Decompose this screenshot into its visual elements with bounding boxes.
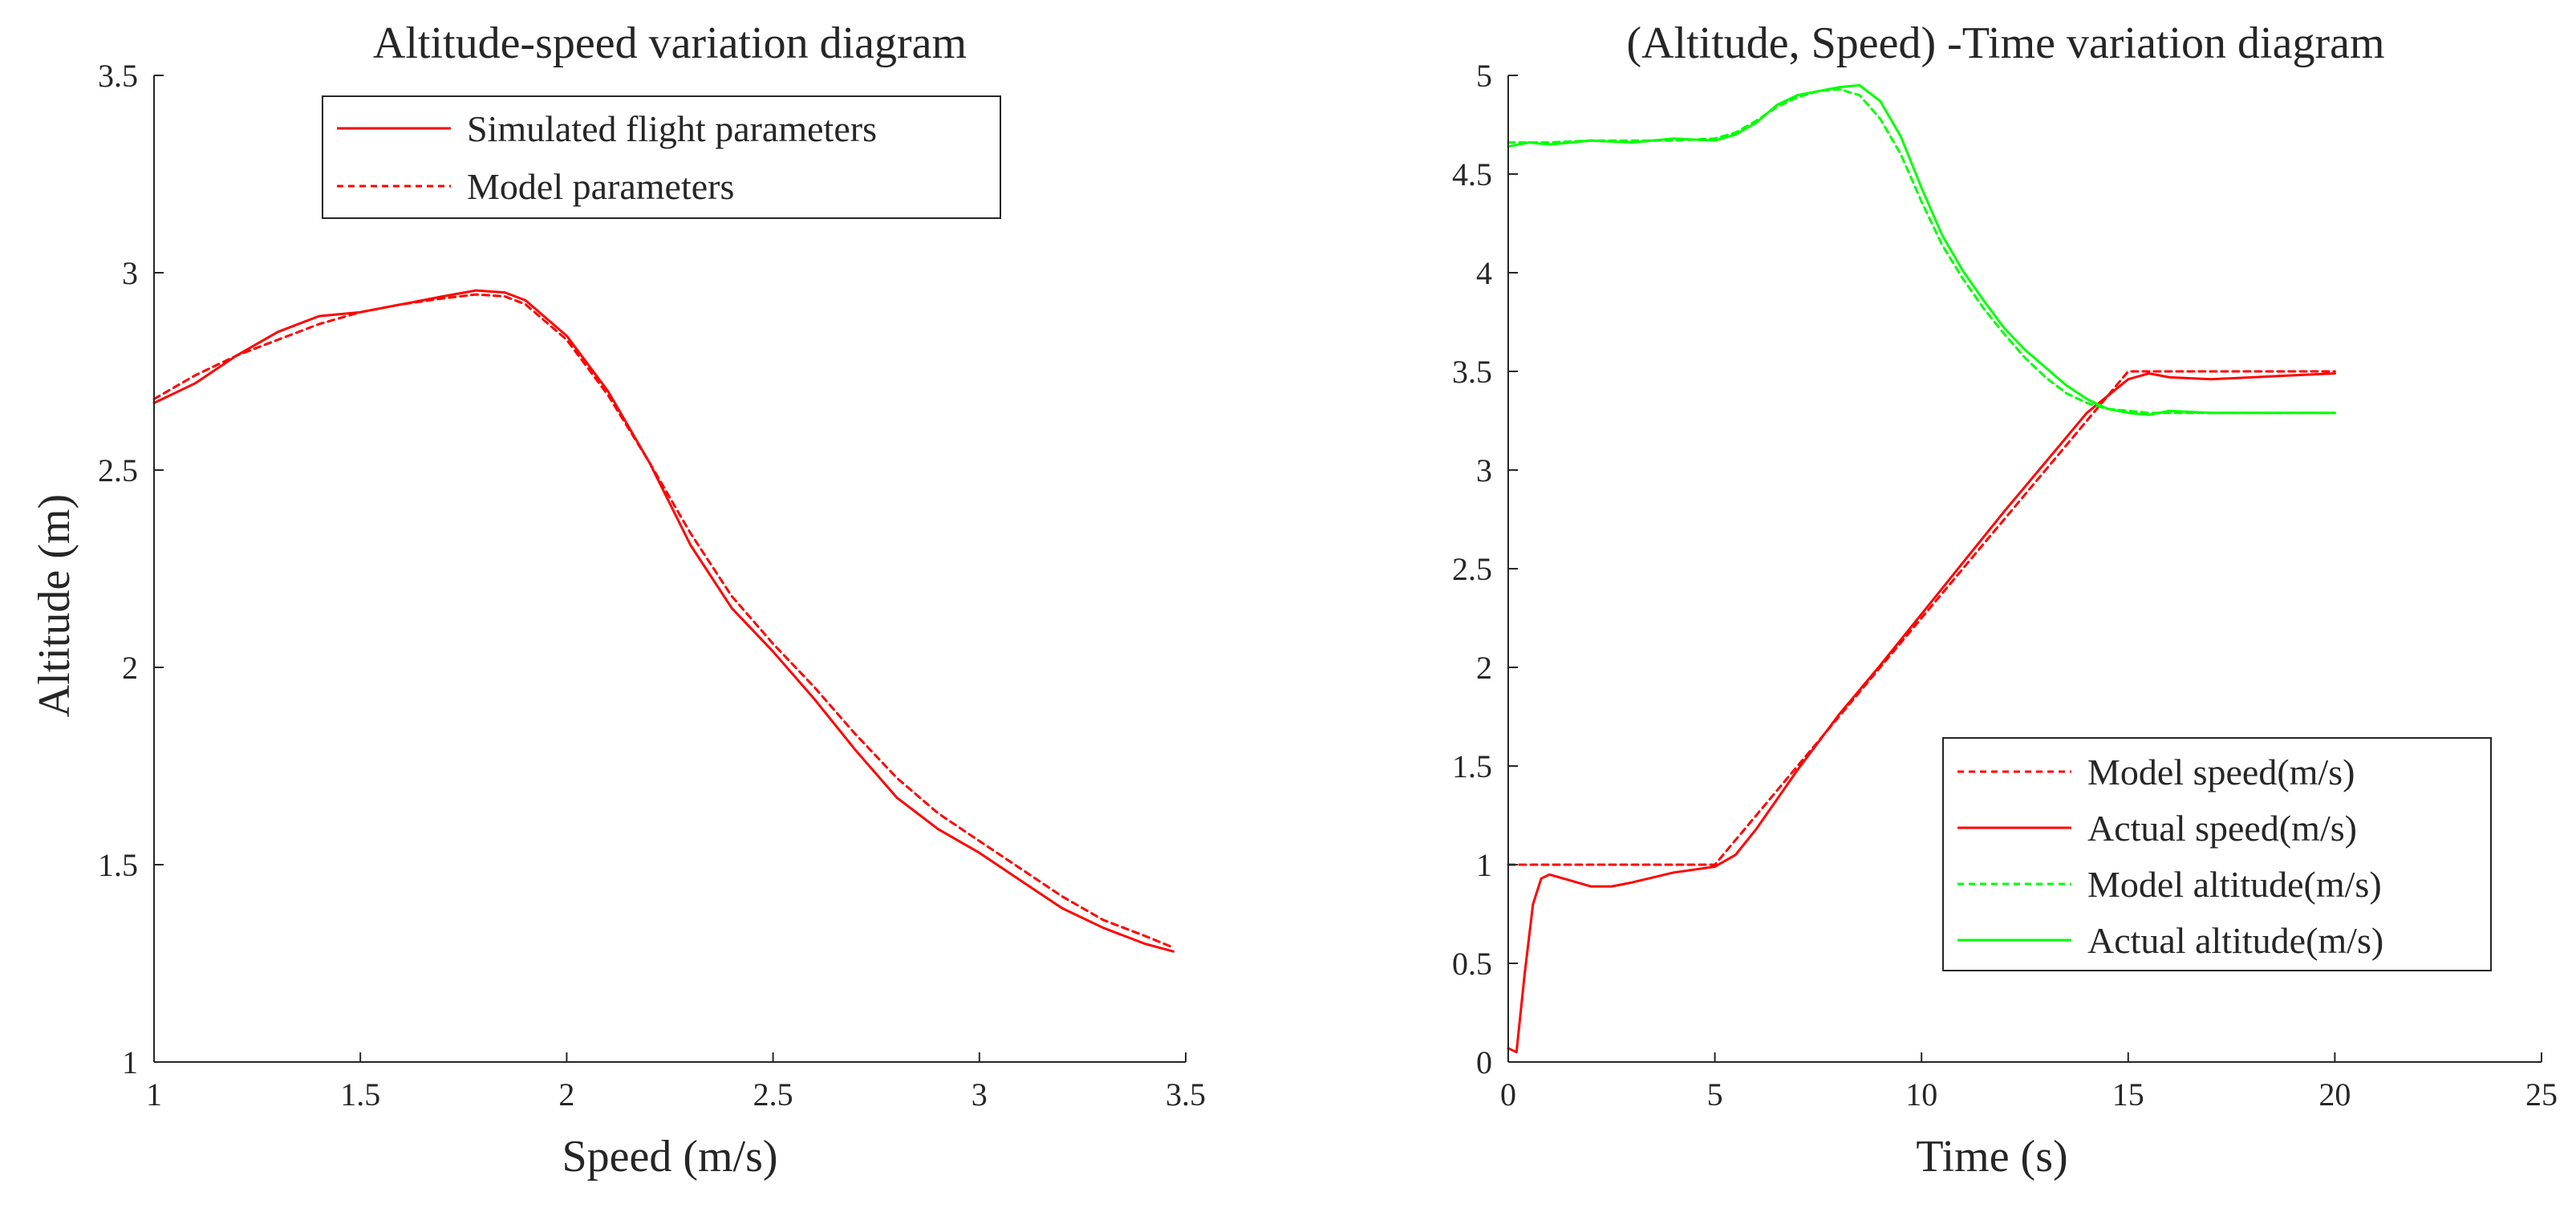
right-chart-y-tick-label: 1: [1476, 847, 1492, 883]
right-chart-x-tick-label: 20: [2318, 1076, 2351, 1113]
right-chart-title: (Altitude, Speed) -Time variation diagra…: [1626, 18, 2384, 68]
right-chart-x-tick-label: 0: [1500, 1076, 1516, 1113]
series-line-model-speed-m-s: [1507, 370, 2336, 866]
series-line-model-parameters: [152, 293, 1175, 949]
left-chart-y-tick-label: 3: [122, 255, 138, 291]
right-chart-y-tick-label: 2.5: [1452, 551, 1492, 587]
right-chart-y-tick-label: 4: [1476, 255, 1492, 291]
right-chart-y-tick-label: 2: [1476, 650, 1492, 686]
right-chart-y-tick-label: 3: [1476, 452, 1492, 488]
series-line-simulated-flight-parameters: [152, 289, 1175, 953]
left-chart-x-tick-label: 1.5: [340, 1076, 380, 1113]
left-chart-x-tick-label: 1: [146, 1076, 162, 1113]
legend-label-model-parameters: Model parameters: [467, 166, 734, 207]
left-chart-y-tick-label: 2.5: [98, 452, 138, 488]
left-chart-x-tick-label: 2.5: [753, 1076, 793, 1113]
right-chart-x-tick-label: 15: [2112, 1076, 2144, 1113]
right-chart-x-axis-label: Time (s): [1916, 1132, 2067, 1182]
left-chart-y-tick-label: 2: [122, 650, 138, 686]
right-chart-y-tick-label: 0.5: [1452, 946, 1492, 982]
left-chart-legend-box: [322, 95, 1001, 219]
left-chart-y-tick-label: 1: [122, 1044, 138, 1080]
legend-label-simulated-flight-parameters: Simulated flight parameters: [467, 108, 877, 149]
legend-label-actual-altitude: Actual altitude(m/s): [2087, 920, 2383, 961]
left-chart-title: Altitude-speed variation diagram: [373, 18, 967, 68]
left-chart-x-axis-label: Speed (m/s): [562, 1132, 777, 1182]
left-chart-y-tick-label: 3.5: [98, 58, 138, 94]
right-chart-y-tick-label: 4.5: [1452, 156, 1492, 193]
right-chart-x-tick-label: 25: [2525, 1076, 2558, 1113]
series-line-actual-altitude-m-s: [1507, 83, 2336, 416]
series-line-model-altitude-m-s: [1507, 87, 2336, 415]
right-chart-x-tick-label: 5: [1707, 1076, 1723, 1113]
right-chart-y-tick-label: 1.5: [1452, 748, 1492, 784]
left-chart-legend: Simulated flight parameters Model parame…: [322, 95, 1001, 219]
right-chart-legend-box: [1942, 737, 2492, 971]
left-chart: 1 1.5 2 2.5 3 3.5 1 1.5 2 2.5 3 3.5 Altitude-speed …: [30, 18, 1206, 1182]
right-chart-y-tick-label: 3.5: [1452, 354, 1492, 390]
left-chart-x-tick-label: 3.5: [1166, 1076, 1206, 1113]
right-chart-legend: Model speed(m/s) Actual speed(m/s) Model…: [1942, 737, 2492, 971]
right-chart: 0 5 10 15 20 25 0 0.5 1 1.5 2 2.5 3 3.5 4 4.5 5 (Altitud…: [1452, 18, 2558, 1182]
legend-label-model-speed: Model speed(m/s): [2087, 752, 2355, 792]
left-chart-x-tick-label: 2: [558, 1076, 574, 1113]
right-chart-y-tick-label: 0: [1476, 1044, 1492, 1080]
legend-label-model-altitude: Model altitude(m/s): [2087, 864, 2382, 905]
legend-label-actual-speed: Actual speed(m/s): [2087, 808, 2357, 849]
left-chart-y-axis-label: Altitude (m): [30, 494, 79, 717]
right-chart-x-tick-label: 10: [1905, 1076, 1937, 1113]
left-chart-x-tick-label: 3: [972, 1076, 988, 1113]
right-chart-y-tick-label: 5: [1476, 58, 1492, 94]
left-chart-y-tick-label: 1.5: [98, 847, 138, 883]
series-line-actual-speed-m-s: [1507, 372, 2336, 1054]
